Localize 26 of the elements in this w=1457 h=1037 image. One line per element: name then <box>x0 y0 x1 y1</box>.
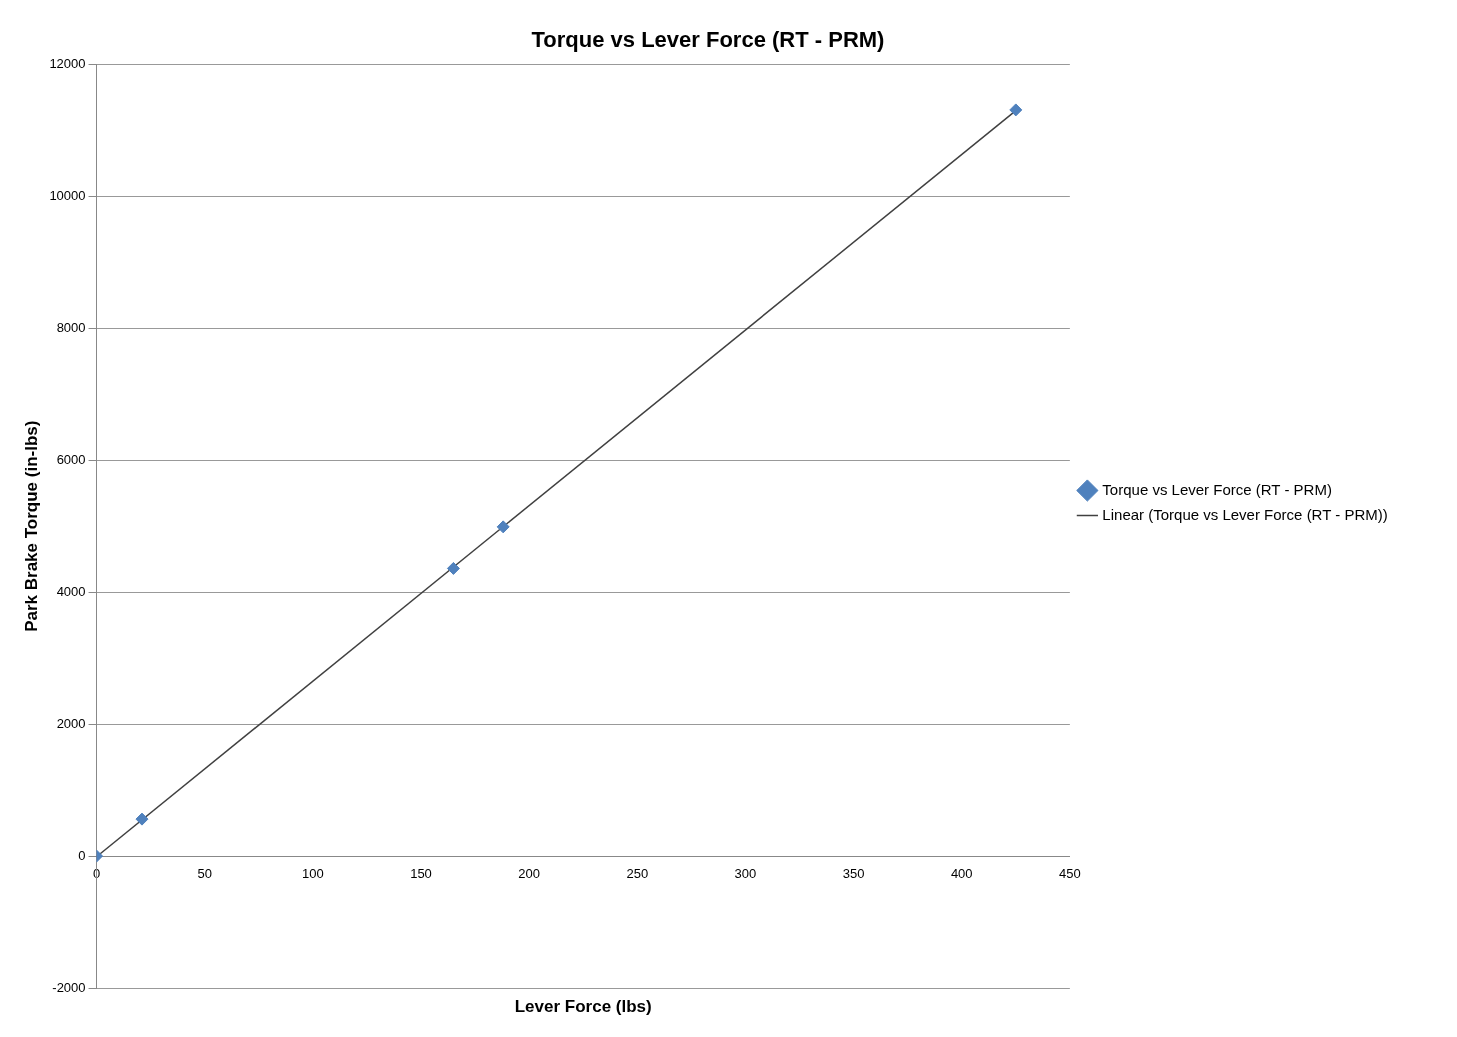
x-tick-label: 450 <box>1059 866 1081 882</box>
legend-label: Linear (Torque vs Lever Force (RT - PRM)) <box>1102 505 1388 523</box>
y-tick-label: -2000 <box>52 979 86 995</box>
y-axis-title: Park Brake Torque (in-lbs) <box>21 420 41 632</box>
point <box>135 812 149 826</box>
y-tick-label: 10000 <box>49 187 86 203</box>
y-tick-label: 4000 <box>56 583 86 599</box>
y-tick-label: 6000 <box>56 451 86 467</box>
legend-label: Torque vs Lever Force (RT - PRM) <box>1102 480 1332 498</box>
x-tick-label: 150 <box>410 866 432 882</box>
x-tick-label: 50 <box>197 866 212 882</box>
x-tick-label: 200 <box>518 866 540 882</box>
x-tick-label: 100 <box>301 866 324 882</box>
y-tick-label: 8000 <box>56 319 86 335</box>
x-tick-label: 250 <box>626 866 649 882</box>
point <box>1009 103 1023 117</box>
x-tick-label: 400 <box>950 866 973 882</box>
y-tick-label: 2000 <box>56 715 86 731</box>
x-tick-label: 350 <box>842 866 865 882</box>
chart-title: Torque vs Lever Force (RT - PRM) <box>531 27 885 53</box>
point <box>496 520 510 534</box>
x-axis-title: Lever Force (lbs) <box>514 997 652 1017</box>
point <box>446 561 460 575</box>
x-tick-label: 300 <box>734 866 757 882</box>
y-tick-label: 0 <box>78 847 86 863</box>
y-tick-label: 12000 <box>49 55 86 71</box>
